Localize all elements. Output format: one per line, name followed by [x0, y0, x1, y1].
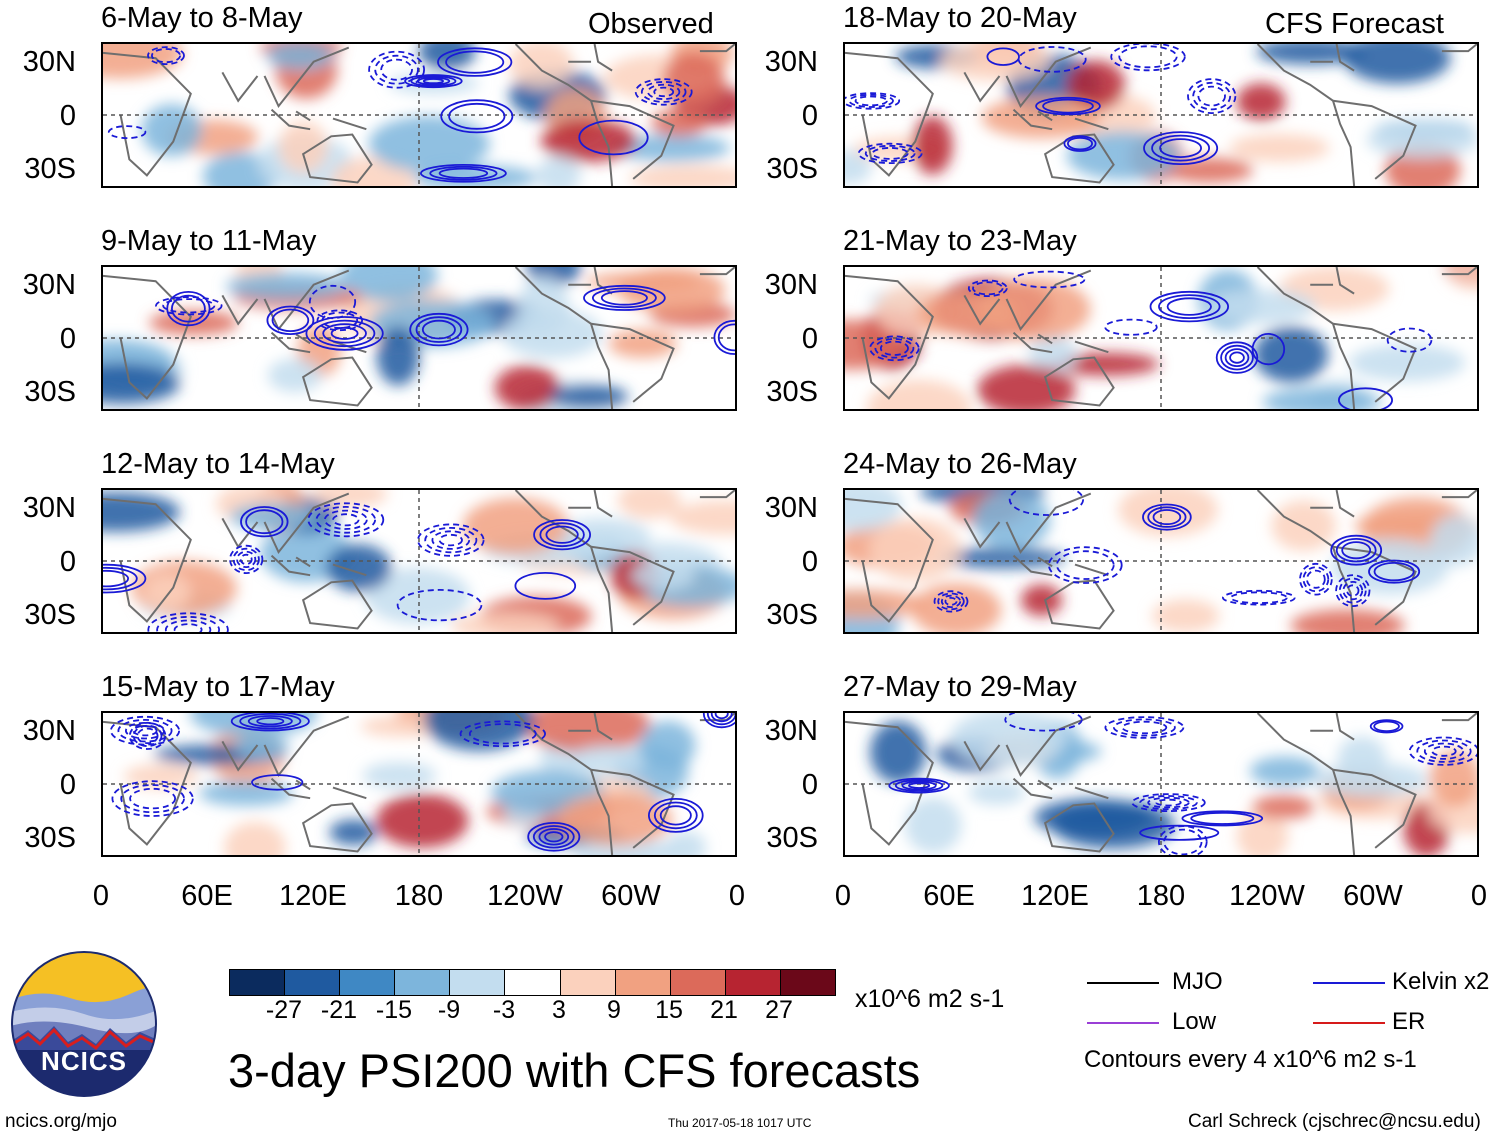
- lat-label-right-3-0: 30N: [764, 715, 818, 747]
- colorbar-swatch-5: [504, 970, 560, 995]
- colorbar-label-7: 15: [655, 996, 683, 1024]
- colorbar-labels: -27 -21 -15 -9 -3 3 9 15 21 27: [0, 998, 1510, 1028]
- lat-label-left-2-2: 30S: [24, 599, 76, 631]
- colorbar-label-0: -27: [265, 996, 303, 1024]
- main-title: 3-day PSI200 with CFS forecasts: [228, 1044, 921, 1097]
- lon-label-right-2: 120E: [1021, 880, 1089, 912]
- lat-label-left-1-1: 0: [59, 323, 76, 355]
- colorbar-swatch-8: [669, 970, 725, 995]
- lat-label-right-3-2: 30S: [766, 822, 818, 854]
- colorbar-label-6: 9: [607, 996, 621, 1024]
- map-panel-left-0: [101, 42, 737, 188]
- lon-label-right-4: 120W: [1229, 880, 1305, 912]
- colorbar-swatch-0: [230, 970, 285, 995]
- lon-label-left-3: 180: [394, 880, 444, 912]
- legend-kelvin-label: Kelvin x2: [1392, 968, 1490, 995]
- colorbar-label-1: -21: [320, 996, 358, 1024]
- lat-label-right-1-1: 0: [801, 323, 818, 355]
- colorbar-label-8: 21: [710, 996, 738, 1024]
- panel-title-right-2: 24-May to 26-May: [843, 448, 1077, 480]
- lat-label-left-0-0: 30N: [22, 46, 76, 78]
- lon-label-left-1: 60E: [181, 880, 233, 912]
- lon-label-right-5: 60W: [1343, 880, 1403, 912]
- colorbar-label-3: -9: [437, 996, 461, 1024]
- colorbar-swatch-10: [779, 970, 836, 995]
- legend-er-line: [1313, 1022, 1385, 1024]
- lat-label-right-1-0: 30N: [764, 269, 818, 301]
- colorbar-units: x10^6 m2 s-1: [855, 985, 1005, 1013]
- logo-text: NCICS: [41, 1046, 127, 1076]
- colorbar-swatch-7: [614, 970, 670, 995]
- ncics-logo-icon: NCICS: [10, 950, 158, 1098]
- colorbar-label-5: 3: [552, 996, 566, 1024]
- map-panel-left-3: [101, 711, 737, 857]
- lat-label-left-1-0: 30N: [22, 269, 76, 301]
- lon-label-left-4: 120W: [487, 880, 563, 912]
- colorbar-label-4: -3: [492, 996, 516, 1024]
- lat-label-left-0-2: 30S: [24, 153, 76, 185]
- map-panel-left-2: [101, 488, 737, 634]
- colorbar-label-9: 27: [765, 996, 793, 1024]
- colorbar-swatch-3: [394, 970, 450, 995]
- panel-title-right-0: 18-May to 20-May: [843, 2, 1077, 34]
- lon-label-left-0: 0: [92, 880, 110, 912]
- map-panel-right-2: [843, 488, 1479, 634]
- panel-title-right-1: 21-May to 23-May: [843, 225, 1077, 257]
- colorbar-swatch-1: [284, 970, 340, 995]
- lat-label-right-2-0: 30N: [764, 492, 818, 524]
- legend-kelvin-line: [1313, 982, 1385, 984]
- lon-label-left-5: 60W: [601, 880, 661, 912]
- lon-label-left-6: 0: [728, 880, 746, 912]
- lat-label-right-2-2: 30S: [766, 599, 818, 631]
- lat-label-left-2-1: 0: [59, 546, 76, 578]
- lon-label-right-0: 0: [834, 880, 852, 912]
- lat-label-left-0-1: 0: [59, 100, 76, 132]
- lat-label-right-0-2: 30S: [766, 153, 818, 185]
- map-panel-left-1: [101, 265, 737, 411]
- colorbar-label-2: -15: [375, 996, 413, 1024]
- lat-label-left-3-1: 0: [59, 769, 76, 801]
- lat-label-left-1-2: 30S: [24, 376, 76, 408]
- lat-label-right-0-0: 30N: [764, 46, 818, 78]
- lon-label-right-6: 0: [1470, 880, 1488, 912]
- panel-title-left-2: 12-May to 14-May: [101, 448, 335, 480]
- legend-mjo-label: MJO: [1172, 968, 1223, 995]
- lat-label-right-1-2: 30S: [766, 376, 818, 408]
- panel-title-right-3: 27-May to 29-May: [843, 671, 1077, 703]
- footer-timestamp: Thu 2017-05-18 1017 UTC: [668, 1116, 812, 1130]
- panel-title-left-3: 15-May to 17-May: [101, 671, 335, 703]
- lat-label-right-3-1: 0: [801, 769, 818, 801]
- lon-label-right-3: 180: [1136, 880, 1186, 912]
- legend-low-line: [1087, 1022, 1159, 1024]
- panel-title-left-1: 9-May to 11-May: [101, 225, 317, 257]
- contour-note: Contours every 4 x10^6 m2 s-1: [1084, 1046, 1417, 1073]
- legend-er-label: ER: [1392, 1008, 1426, 1035]
- footer-credit: Carl Schreck (cjschrec@ncsu.edu): [1188, 1111, 1481, 1132]
- panel-title-left-0: 6-May to 8-May: [101, 2, 303, 34]
- lat-label-left-3-0: 30N: [22, 715, 76, 747]
- cfs-forecast-header: CFS Forecast: [1265, 8, 1444, 40]
- lon-label-left-2: 120E: [279, 880, 347, 912]
- colorbar-swatch-4: [449, 970, 505, 995]
- lat-label-right-0-1: 0: [801, 100, 818, 132]
- map-panel-right-0: [843, 42, 1479, 188]
- map-panel-right-1: [843, 265, 1479, 411]
- footer-url[interactable]: ncics.org/mjo: [5, 1111, 117, 1132]
- colorbar-swatch-2: [339, 970, 395, 995]
- observed-header: Observed: [588, 8, 714, 40]
- lat-label-left-3-2: 30S: [24, 822, 76, 854]
- legend-low-label: Low: [1172, 1008, 1217, 1035]
- colorbar-swatch-6: [559, 970, 615, 995]
- colorbar: [229, 969, 836, 996]
- lat-label-right-2-1: 0: [801, 546, 818, 578]
- lon-label-right-1: 60E: [923, 880, 975, 912]
- legend-mjo-line: [1087, 982, 1159, 984]
- lat-label-left-2-0: 30N: [22, 492, 76, 524]
- map-panel-right-3: [843, 711, 1479, 857]
- colorbar-swatch-9: [724, 970, 780, 995]
